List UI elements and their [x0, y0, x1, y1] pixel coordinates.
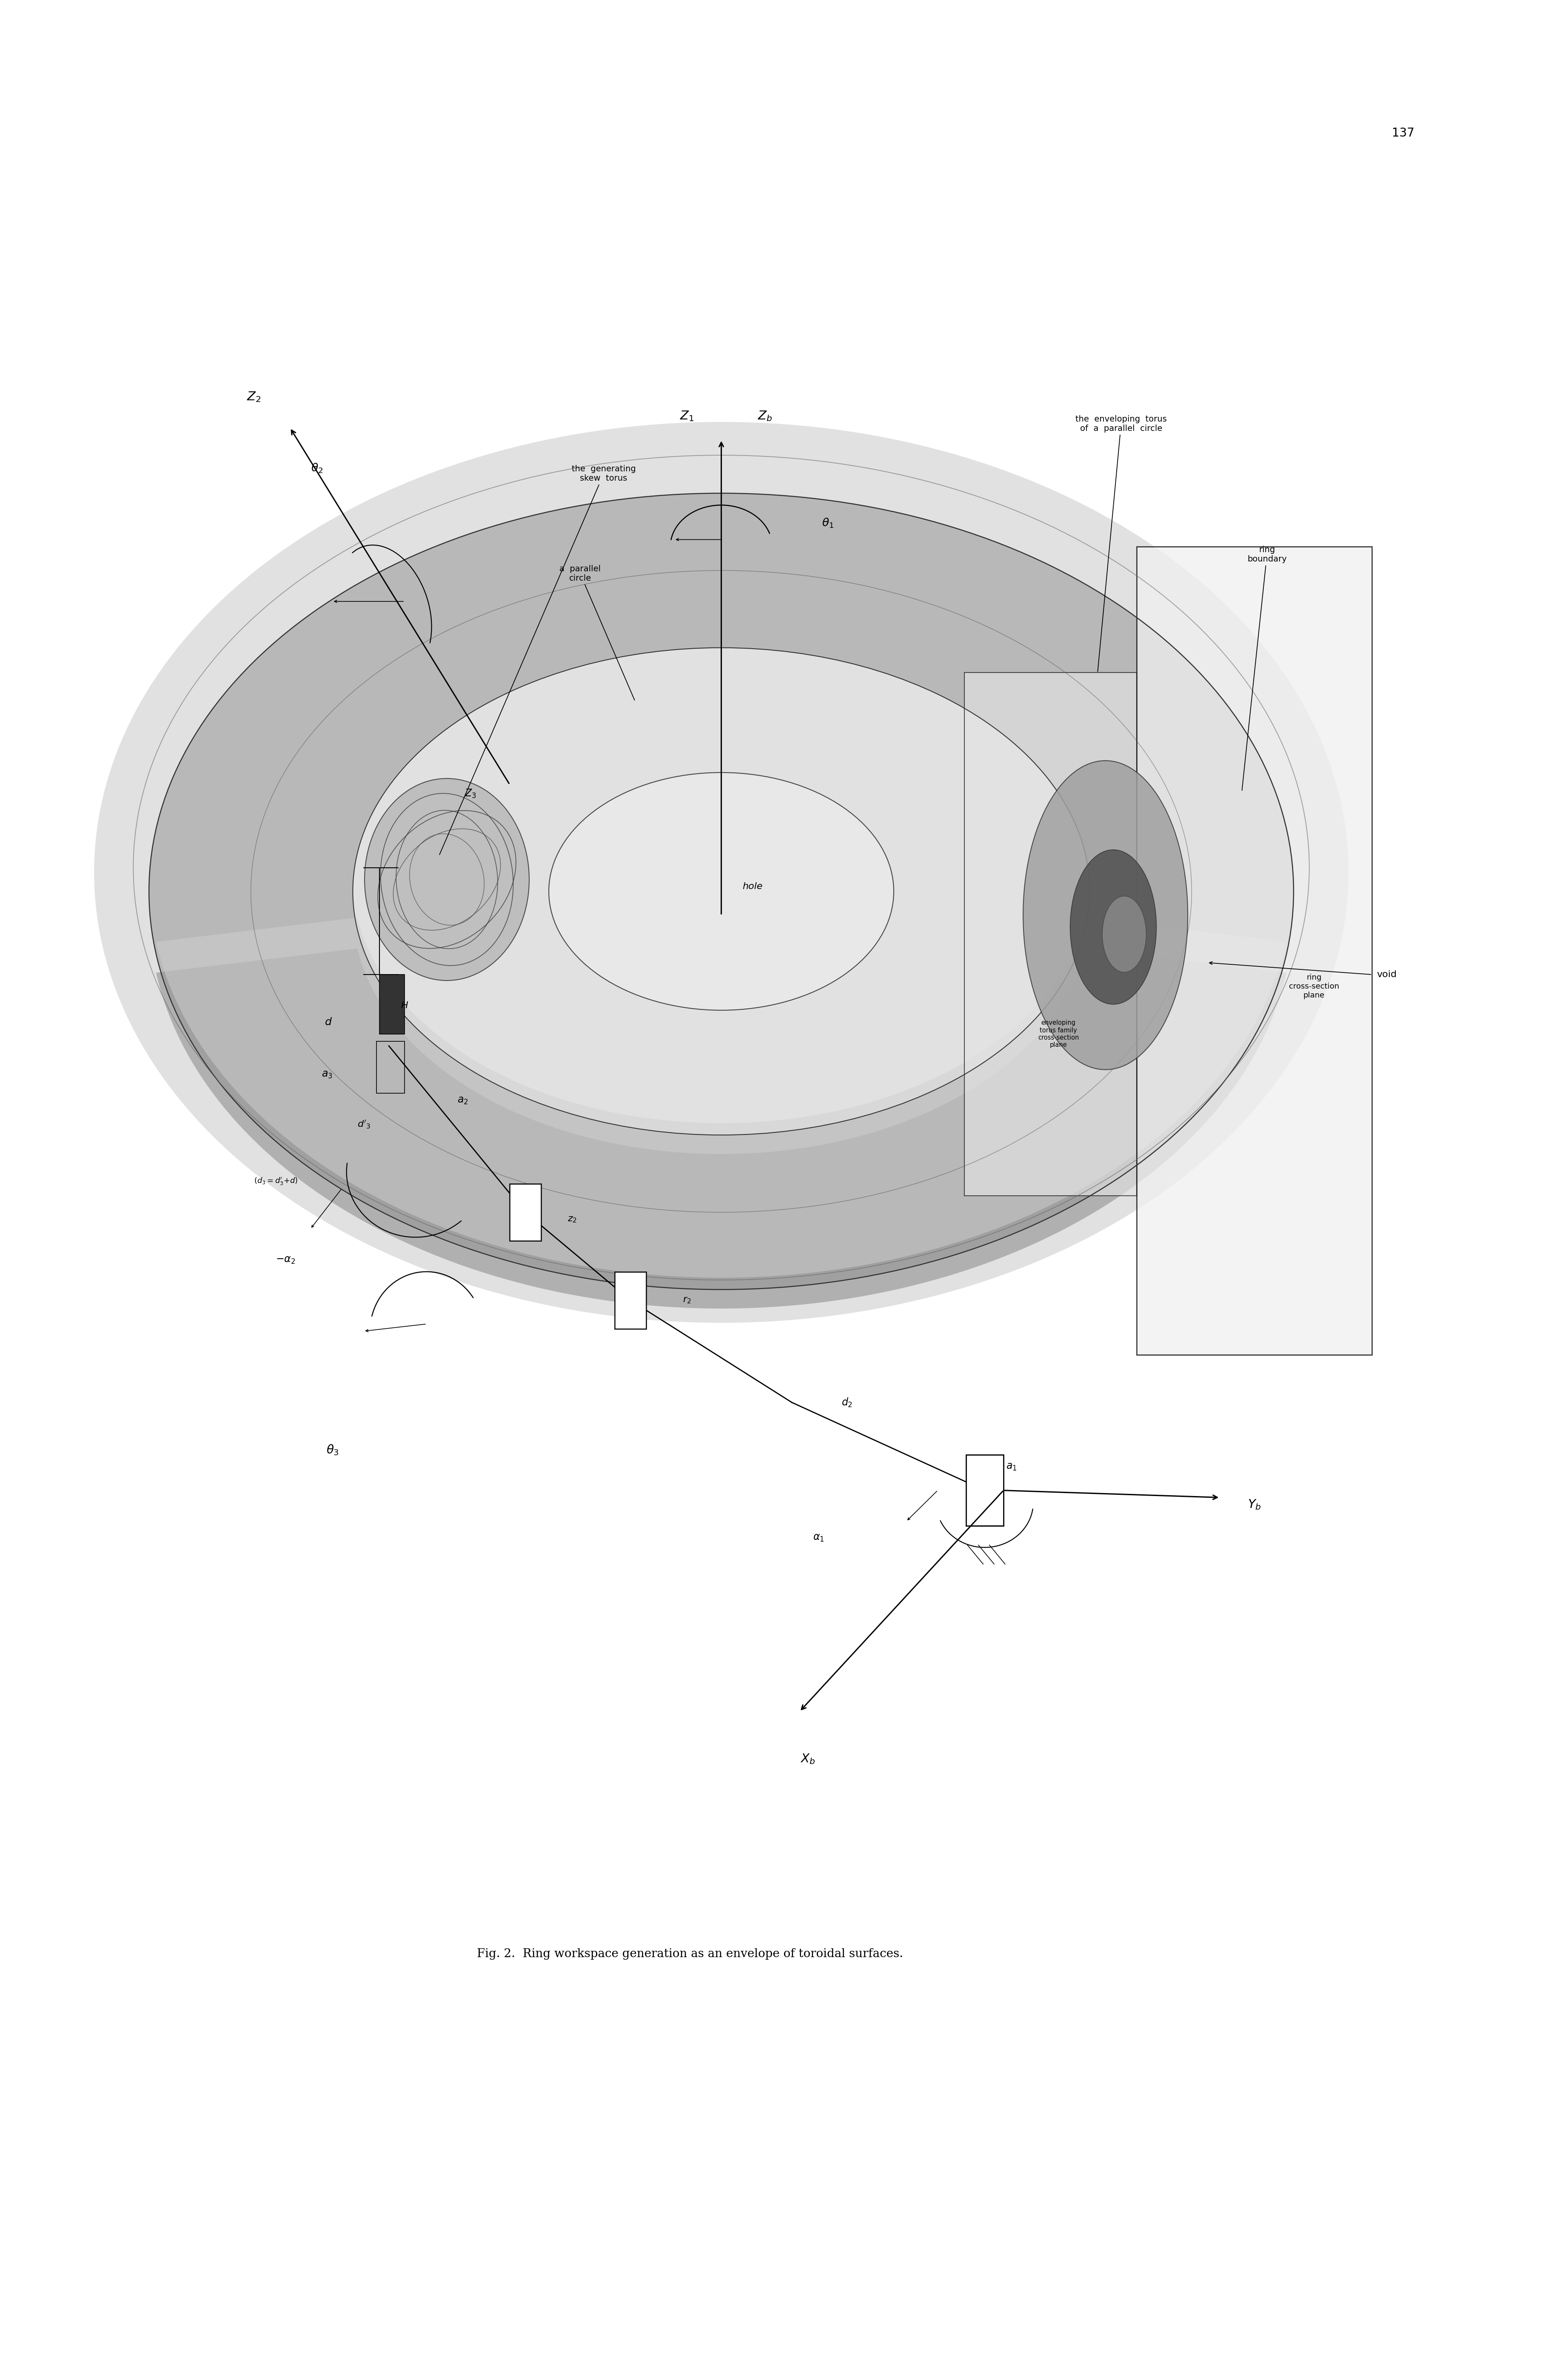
Text: $H$: $H$ [401, 1001, 408, 1010]
Text: $r_2$: $r_2$ [682, 1295, 691, 1305]
Polygon shape [964, 673, 1137, 1196]
Text: $\theta_2$: $\theta_2$ [310, 461, 323, 475]
Text: $Y_b$: $Y_b$ [1248, 1498, 1261, 1512]
Text: ring
boundary: ring boundary [1242, 547, 1287, 792]
Ellipse shape [365, 780, 530, 982]
Text: $(d_3{=}d_3^\prime{+}d)$: $(d_3{=}d_3^\prime{+}d)$ [254, 1177, 298, 1186]
Polygon shape [155, 918, 1287, 1276]
Text: 137: 137 [1392, 126, 1414, 140]
Polygon shape [149, 494, 1294, 1288]
Bar [510, 1184, 541, 1241]
Polygon shape [155, 948, 1287, 1307]
Text: $Z_2$: $Z_2$ [246, 390, 262, 404]
Text: $\theta_1$: $\theta_1$ [822, 516, 834, 530]
Text: void: void [1377, 970, 1397, 979]
Text: $Z_3$: $Z_3$ [464, 789, 477, 799]
Ellipse shape [1102, 896, 1146, 972]
Text: enveloping
torus family
cross-section
plane: enveloping torus family cross-section pl… [1038, 1020, 1079, 1048]
Bar [376, 1041, 405, 1093]
Text: $X_b$: $X_b$ [800, 1752, 815, 1766]
Ellipse shape [1024, 761, 1189, 1070]
Text: $z_2$: $z_2$ [568, 1215, 577, 1224]
Text: ring
cross-section
plane: ring cross-section plane [1289, 975, 1339, 998]
Text: $d_2$: $d_2$ [840, 1398, 853, 1407]
Polygon shape [1137, 547, 1372, 1355]
Text: hole: hole [743, 882, 762, 891]
Text: $a_2$: $a_2$ [458, 1096, 467, 1105]
Text: the  generating
skew  torus: the generating skew torus [439, 466, 635, 856]
Text: Fig. 2.  Ring workspace generation as an envelope of toroidal surfaces.: Fig. 2. Ring workspace generation as an … [477, 1949, 903, 1959]
Text: $\alpha_1$: $\alpha_1$ [812, 1533, 825, 1543]
Ellipse shape [381, 794, 513, 965]
Bar [615, 1272, 646, 1329]
Text: $a_1$: $a_1$ [1007, 1462, 1016, 1471]
Text: $-\alpha_2$: $-\alpha_2$ [276, 1255, 295, 1265]
Ellipse shape [94, 421, 1348, 1322]
Text: a  parallel
circle: a parallel circle [560, 566, 635, 701]
Text: $\theta_3$: $\theta_3$ [326, 1443, 339, 1457]
Bar [966, 1455, 1004, 1526]
Text: $Z_b$: $Z_b$ [757, 409, 773, 423]
Text: $d$: $d$ [325, 1017, 332, 1027]
Text: $d'_3$: $d'_3$ [358, 1120, 370, 1129]
Ellipse shape [1071, 849, 1157, 1005]
Text: $a_3$: $a_3$ [321, 1070, 332, 1079]
Bar [379, 975, 405, 1034]
Text: the  enveloping  torus
of  a  parallel  circle: the enveloping torus of a parallel circl… [1076, 416, 1167, 673]
Text: $Z_1$: $Z_1$ [679, 409, 695, 423]
Ellipse shape [549, 773, 894, 1010]
